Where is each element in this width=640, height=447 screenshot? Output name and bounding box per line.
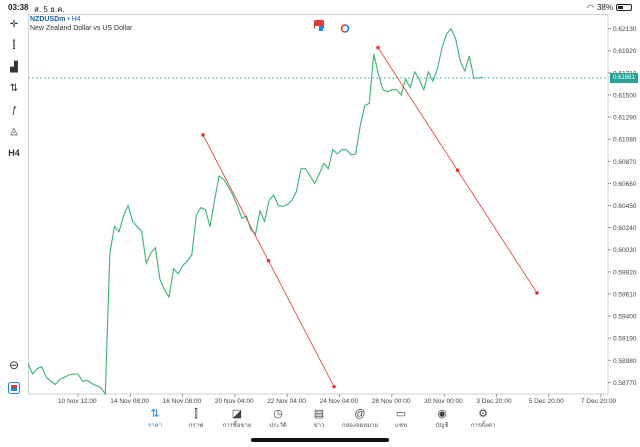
time-axis-label: 16 Nov 08:00 [163, 398, 202, 404]
price-axis-label: 0.59820 [613, 269, 637, 276]
tab-account[interactable]: ◉ บัญชี [422, 406, 462, 436]
price-axis-label: 0.62130 [613, 26, 637, 33]
tab-mailbox[interactable]: @ กล่องจดหมาย [340, 406, 380, 436]
one-click-trading-icon[interactable] [6, 380, 22, 396]
status-right: ◠ 38% [587, 3, 632, 12]
price-axis-label: 0.60240 [613, 225, 637, 232]
status-bar: 03:38 ส. 5 ธ.ค. ◠ 38% [0, 0, 640, 14]
battery-icon [616, 4, 632, 11]
trend-line-anchor [455, 168, 460, 173]
trade-icon: ◪ [231, 408, 243, 420]
tab-label: ประวัติ [269, 423, 287, 429]
battery-percent: 38% [596, 3, 613, 12]
trend-line-anchor [266, 259, 271, 263]
home-indicator [251, 438, 389, 442]
sell-buy-toggle-icon[interactable] [314, 20, 324, 31]
tab-news[interactable]: ▤ ข่าว [299, 406, 339, 436]
quotes-icon: ⇅ [150, 408, 160, 420]
time-axis-label: 7 Dec 20:00 [581, 398, 616, 404]
price-axis-label: 0.58770 [613, 380, 637, 387]
tab-label: ราคา [148, 423, 162, 429]
time-axis-label: 3 Dec 20:00 [476, 398, 511, 404]
tab-label: กราฟ [188, 423, 204, 429]
tab-label: การซื้อขาย [222, 423, 252, 429]
account-icon: ◉ [437, 408, 447, 420]
trend-line-anchor [376, 45, 380, 50]
tab-history[interactable]: ◷ ประวัติ [258, 406, 298, 436]
trend-line-anchor [332, 384, 336, 389]
symbol-header: NZDUSDm • H4 New Zealand Dollar vs US Do… [30, 15, 132, 33]
wifi-icon: ◠ [587, 3, 594, 12]
history-icon: ◷ [273, 408, 283, 420]
settings-icon: ⚙ [478, 408, 488, 420]
trend-line-anchor [535, 291, 539, 295]
plot-frame [28, 14, 609, 395]
news-icon: ▤ [313, 408, 325, 420]
price-axis-label: 0.59400 [613, 314, 637, 321]
price-axis-label: 0.61500 [613, 92, 637, 99]
price-axis-label: 0.58980 [613, 358, 637, 365]
price-axis-label: 0.61920 [613, 48, 637, 55]
time-axis-label: 28 Nov 00:00 [372, 398, 411, 404]
trend-line-anchor [201, 133, 205, 137]
time-axis-label: 14 Nov 08:00 [110, 398, 149, 404]
current-price-badge: 0.61661 [610, 73, 638, 83]
tab-label: แชท [395, 423, 407, 429]
price-line-series [28, 27, 484, 396]
function-icon[interactable]: ƒ [11, 104, 17, 116]
tab-label: การตั้งค่า [470, 423, 496, 429]
timeframe-button[interactable]: H4 [8, 148, 20, 158]
price-axis-label: 0.60660 [613, 181, 637, 188]
tab-settings[interactable]: ⚙ การตั้งค่า [463, 406, 503, 436]
price-axis-label: 0.60030 [613, 247, 637, 254]
price-axis-label: 0.60870 [613, 159, 637, 166]
time-axis-label: 20 Nov 04:00 [215, 398, 254, 404]
price-axis-label: 0.59610 [613, 291, 637, 298]
mailbox-icon: @ [354, 408, 366, 420]
shapes-icon[interactable]: ◬ [10, 125, 18, 137]
left-toolbar: ✛ ⫿ ▟ ⇅ ƒ ◬ H4 ⊖ [0, 14, 28, 404]
tab-label: ข่าว [313, 423, 325, 429]
chart-area[interactable]: 0.621300.619200.617100.615000.612900.610… [28, 14, 640, 404]
tab-chart[interactable]: ⫿ กราฟ [176, 406, 216, 436]
time-axis-label: 24 Nov 04:00 [320, 398, 359, 404]
price-axis-label: 0.61290 [613, 115, 637, 122]
chart-icon: ⫿ [194, 408, 198, 420]
symbol-description: New Zealand Dollar vs US Dollar [30, 25, 133, 32]
time-axis-label: 30 Nov 00:00 [424, 398, 463, 404]
chart-type-icon[interactable]: ⫿ [12, 39, 16, 51]
status-date: ส. 5 ธ.ค. [34, 5, 65, 14]
tab-label: กล่องจดหมาย [341, 423, 379, 429]
crosshair-icon[interactable]: ✛ [9, 18, 19, 30]
price-axis-label: 0.61080 [613, 137, 637, 144]
tab-chat[interactable]: ▭ แชท [381, 406, 421, 436]
tab-trade[interactable]: ◪ การซื้อขาย [217, 406, 257, 436]
status-time: 03:38 [8, 3, 29, 12]
time-axis-label: 10 Nov 12:00 [58, 398, 97, 404]
tab-quotes[interactable]: ⇅ ราคา [135, 406, 175, 436]
symbol-name[interactable]: NZDUSDm [30, 16, 66, 23]
symbol-timeframe: • H4 [67, 16, 81, 23]
chat-icon: ▭ [395, 408, 407, 420]
sync-icon[interactable] [340, 20, 350, 33]
bottom-tab-bar: ⇅ ราคา ⫿ กราฟ ◪ การซื้อขาย ◷ ประวัติ ▤ ข่าว @… [0, 404, 640, 447]
time-axis-label: 22 Nov 04:00 [267, 398, 306, 404]
tab-label: บัญชี [435, 423, 449, 429]
price-axis-label: 0.60450 [613, 203, 637, 210]
price-axis-label: 0.59190 [613, 336, 637, 343]
time-axis-label: 5 Dec 20:00 [529, 398, 564, 404]
zoom-icon[interactable]: ⊖ [8, 358, 20, 372]
indicators-icon[interactable]: ▟ [10, 61, 18, 73]
objects-icon[interactable]: ⇅ [9, 82, 19, 94]
price-chart[interactable]: 0.621300.619200.617100.615000.612900.610… [28, 14, 640, 404]
